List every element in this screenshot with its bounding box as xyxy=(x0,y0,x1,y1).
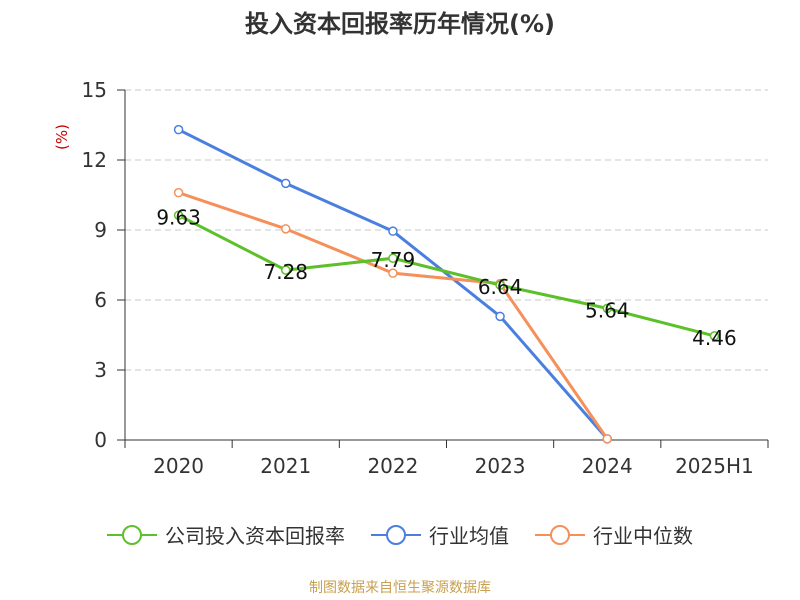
data-point xyxy=(173,187,184,198)
data-label: 7.79 xyxy=(371,248,416,272)
axis-layer: 0 3 6 9 12 15 2020 2021 2022 2023 2024 2025H1 xyxy=(82,78,769,478)
data-point xyxy=(281,178,291,189)
data-label: 4.46 xyxy=(692,326,737,350)
data-point xyxy=(495,311,505,322)
data-label: 9.63 xyxy=(156,205,201,229)
legend-label: 行业均值 xyxy=(429,524,509,548)
y-tick-label: 15 xyxy=(82,78,107,102)
legend-swatch-marker xyxy=(550,524,570,545)
series-line xyxy=(177,128,609,440)
source-note: 制图数据来自恒生聚源数据库 xyxy=(309,580,491,596)
data-label: 6.64 xyxy=(478,275,523,299)
y-tick-label: 3 xyxy=(94,358,107,382)
legend-item: 行业均值 xyxy=(371,520,509,549)
data-point xyxy=(281,265,291,275)
chart-title: 投入资本回报率历年情况(%) xyxy=(245,10,555,38)
data-point xyxy=(495,280,505,290)
legend-swatch-marker xyxy=(386,524,406,545)
data-label: 5.64 xyxy=(585,298,630,322)
legend-swatch xyxy=(107,524,157,545)
data-point xyxy=(173,210,184,221)
y-tick-label: 6 xyxy=(94,288,107,312)
x-tick-label: 2023 xyxy=(475,454,526,478)
legend-swatch-marker xyxy=(122,524,142,545)
data-point xyxy=(602,434,612,444)
legend: 公司投入资本回报率 行业均值 行业中位数 xyxy=(0,520,800,549)
data-point xyxy=(388,226,398,236)
x-tick-label: 2020 xyxy=(153,454,204,478)
grid-layer xyxy=(125,89,768,371)
legend-swatch xyxy=(371,524,421,545)
data-point xyxy=(281,224,291,234)
series-layer xyxy=(173,124,720,444)
data-point xyxy=(388,253,398,263)
x-tick-label: 2025H1 xyxy=(675,454,754,478)
data-point xyxy=(709,331,720,341)
legend-label: 行业中位数 xyxy=(593,524,693,548)
x-tick-label: 2024 xyxy=(582,454,633,478)
legend-label: 公司投入资本回报率 xyxy=(165,524,345,548)
data-point xyxy=(388,268,398,278)
x-tick-label: 2021 xyxy=(260,454,311,478)
data-point xyxy=(173,124,184,135)
legend-item: 公司投入资本回报率 xyxy=(107,520,345,549)
x-tick-label: 2022 xyxy=(367,454,418,478)
legend-swatch xyxy=(535,524,585,545)
data-point xyxy=(602,303,612,314)
legend-item: 行业中位数 xyxy=(535,520,693,549)
y-tick-label: 0 xyxy=(94,428,107,452)
series-line xyxy=(177,213,715,338)
data-label: 7.28 xyxy=(263,260,308,284)
y-tick-label: 9 xyxy=(94,218,107,242)
y-tick-label: 12 xyxy=(82,148,107,172)
data-label-layer: 9.63 7.28 7.79 6.64 5.64 4.46 xyxy=(156,205,736,350)
